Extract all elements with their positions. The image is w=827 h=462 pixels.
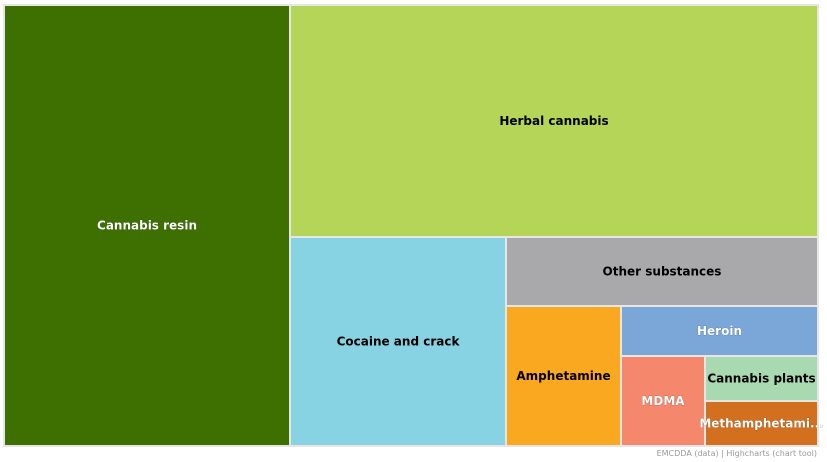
cell-rect-other-substances[interactable] bbox=[505, 236, 819, 307]
cell-heroin[interactable]: Heroin bbox=[620, 305, 819, 357]
cell-rect-cannabis-resin[interactable] bbox=[3, 4, 291, 447]
cell-label-other-substances: Other substances bbox=[603, 265, 722, 279]
cell-label-cocaine-and-crack: Cocaine and crack bbox=[337, 335, 461, 349]
cell-rect-cocaine-and-crack[interactable] bbox=[289, 236, 507, 447]
cell-rect-cannabis-plants[interactable] bbox=[704, 355, 819, 402]
cell-label-methamphetami: Methamphetami... bbox=[699, 417, 823, 431]
cell-rect-mdma[interactable] bbox=[620, 355, 706, 447]
cell-cocaine-and-crack[interactable]: Cocaine and crack bbox=[289, 236, 507, 447]
cell-methamphetami[interactable]: Methamphetami... bbox=[699, 400, 824, 447]
cell-label-cannabis-plants: Cannabis plants bbox=[707, 372, 815, 386]
cell-cannabis-resin[interactable]: Cannabis resin bbox=[3, 4, 291, 447]
cell-label-amphetamine: Amphetamine bbox=[516, 369, 610, 383]
cell-label-herbal-cannabis: Herbal cannabis bbox=[499, 114, 608, 128]
cell-cannabis-plants[interactable]: Cannabis plants bbox=[704, 355, 819, 402]
chart-credit[interactable]: EMCDDA (data) | Highcharts (chart tool) bbox=[656, 449, 817, 458]
cell-herbal-cannabis[interactable]: Herbal cannabis bbox=[289, 4, 819, 238]
cell-other-substances[interactable]: Other substances bbox=[505, 236, 819, 307]
cell-label-cannabis-resin: Cannabis resin bbox=[97, 219, 197, 233]
cell-rect-methamphetami[interactable] bbox=[704, 400, 819, 447]
cell-rect-amphetamine[interactable] bbox=[505, 305, 622, 447]
cell-rect-herbal-cannabis[interactable] bbox=[289, 4, 819, 238]
cell-mdma[interactable]: MDMA bbox=[620, 355, 706, 447]
cell-label-heroin: Heroin bbox=[697, 324, 742, 338]
cell-label-mdma: MDMA bbox=[641, 394, 685, 408]
cell-amphetamine[interactable]: Amphetamine bbox=[505, 305, 622, 447]
